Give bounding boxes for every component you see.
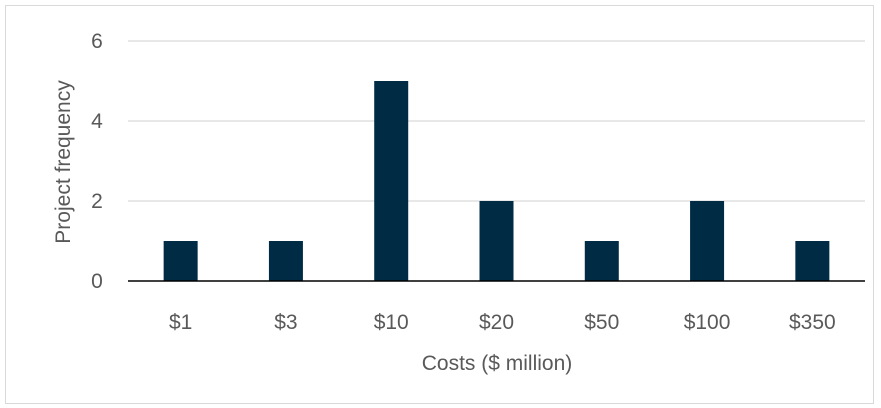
x-tick-label: $100 [684, 311, 731, 334]
bar-1 [163, 241, 198, 281]
bar-6 [690, 201, 725, 281]
y-tick-label: 6 [91, 30, 103, 53]
bar-5 [584, 241, 619, 281]
x-tick-labels: $1 $3 $10 $20 $50 $100 $350 [169, 311, 836, 334]
gridlines [128, 40, 865, 202]
x-tick-label: $350 [789, 311, 836, 334]
y-tick-label: 4 [91, 110, 103, 133]
bar-3 [374, 81, 409, 281]
y-tick-labels: 0 2 4 6 [91, 30, 103, 293]
bar-7 [795, 241, 830, 281]
x-tick-label: $50 [584, 311, 619, 334]
chart-frame [5, 5, 874, 404]
x-tick-label: $20 [479, 311, 514, 334]
x-tick-label: $1 [169, 311, 192, 334]
y-tick-label: 2 [91, 190, 103, 213]
x-tick-label: $10 [374, 311, 409, 334]
bar-4 [479, 201, 514, 281]
x-tick-label: $3 [274, 311, 297, 334]
y-tick-label: 0 [91, 270, 103, 293]
x-axis-title: Costs ($ million) [422, 352, 573, 375]
y-axis-title: Project frequency [52, 80, 75, 244]
bars [163, 81, 830, 281]
bar-2 [268, 241, 303, 281]
